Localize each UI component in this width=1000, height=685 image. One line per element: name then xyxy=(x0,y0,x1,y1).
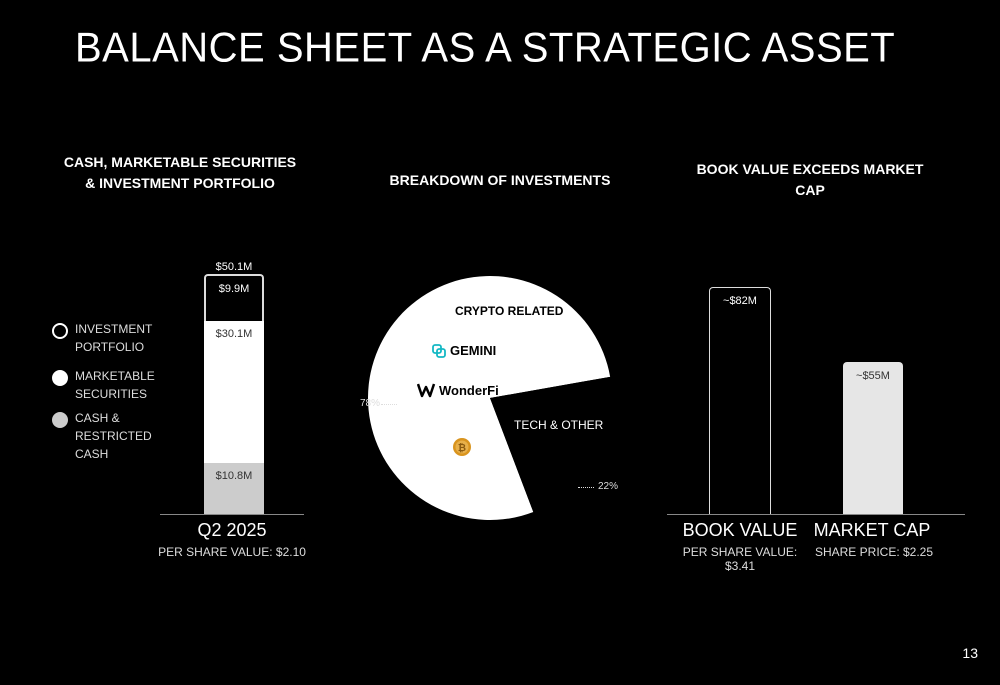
right-title-line1: BOOK VALUE EXCEEDS MARKET xyxy=(696,161,924,177)
stack-total-value: $50.1M xyxy=(215,261,253,273)
market-cap-category: MARKET CAP xyxy=(813,520,931,540)
left-axis-line xyxy=(160,514,304,515)
segment-cash-restricted: $10.8M xyxy=(204,462,264,514)
bar-market-cap-label: ~$55M xyxy=(856,369,890,382)
bar-book-value-label: ~$82M xyxy=(723,295,757,307)
stack-total-label: $50.1M xyxy=(204,257,264,275)
bar-market-cap xyxy=(843,361,903,514)
left-category-label: Q2 2025 xyxy=(197,520,267,540)
segment-investment-portfolio: $9.9M xyxy=(204,273,264,321)
gemini-logo-text: GEMINI xyxy=(450,343,497,358)
pie-slice-crypto xyxy=(368,275,611,520)
book-value-sub: PER SHARE VALUE: $3.41 xyxy=(682,545,798,573)
wonderfi-logo: WonderFi xyxy=(417,382,499,398)
left-per-share: PER SHARE VALUE: $2.10 xyxy=(158,545,306,559)
book-value-category: BOOK VALUE xyxy=(682,520,798,540)
legend-label-marketable-2: SECURITIES xyxy=(75,387,148,401)
bar-book-value xyxy=(709,287,771,514)
right-axis-line xyxy=(667,514,965,515)
pie-tech-leader xyxy=(578,487,594,488)
market-cap-sub: SHARE PRICE: $2.25 xyxy=(814,545,934,559)
middle-panel-title: BREAKDOWN OF INVESTMENTS xyxy=(389,172,611,188)
right-title-line2: CAP xyxy=(795,182,825,198)
stacked-bar-q2-2025: $10.8M $30.1M $9.9M xyxy=(204,273,264,514)
wonderfi-logo-text: WonderFi xyxy=(439,382,499,398)
pie-slice-tech xyxy=(490,376,612,513)
segment-marketable-securities: $30.1M xyxy=(204,320,264,463)
legend-label-investment-1: INVESTMENT xyxy=(75,322,153,336)
slide-title: BALANCE SHEET AS A STRATEGIC ASSET xyxy=(75,24,896,72)
page-number: 13 xyxy=(962,645,978,661)
wonderfi-icon xyxy=(417,383,436,398)
svg-text:₿: ₿ xyxy=(458,442,466,454)
legend-cash-restricted: CASH & RESTRICTED CASH xyxy=(52,409,185,463)
segment-cash-restricted-label: $10.8M xyxy=(215,469,253,482)
segment-investment-portfolio-label: $9.9M xyxy=(218,282,250,295)
legend-investment-portfolio: INVESTMENT PORTFOLIO xyxy=(52,320,185,356)
legend-swatch-cash xyxy=(52,412,68,428)
bitcoin-coin-icon: ₿ xyxy=(453,438,471,456)
legend-marketable-securities: MARKETABLE SECURITIES xyxy=(52,367,185,403)
right-panel-title: BOOK VALUE EXCEEDS MARKET CAP xyxy=(690,159,930,201)
gemini-logo: GEMINI xyxy=(432,343,496,358)
legend-swatch-investment xyxy=(52,323,68,339)
pie-crypto-pct: 78% xyxy=(360,398,381,409)
pie-tech-label: TECH & OTHER xyxy=(514,418,604,432)
left-title-line1: CASH, MARKETABLE SECURITIES xyxy=(63,154,297,170)
legend-label-cash-2: RESTRICTED CASH xyxy=(75,429,152,461)
legend-label-investment-2: PORTFOLIO xyxy=(75,340,145,354)
legend-label-cash-1: CASH & xyxy=(75,411,120,425)
pie-chart xyxy=(368,275,612,520)
segment-marketable-securities-label: $30.1M xyxy=(215,327,253,340)
gemini-icon xyxy=(432,343,446,358)
left-panel-title: CASH, MARKETABLE SECURITIES & INVESTMENT… xyxy=(60,152,300,194)
pie-tech-pct: 22% xyxy=(598,481,619,492)
legend-label-marketable-1: MARKETABLE xyxy=(75,369,155,383)
left-title-line2: & INVESTMENT PORTFOLIO xyxy=(85,175,275,191)
legend-swatch-marketable xyxy=(52,370,68,386)
pie-crypto-label: CRYPTO RELATED xyxy=(455,304,564,318)
pie-crypto-leader xyxy=(381,404,397,405)
